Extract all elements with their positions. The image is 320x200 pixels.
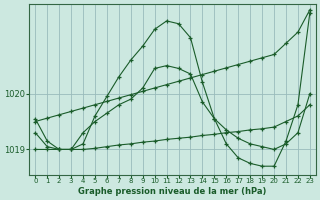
- X-axis label: Graphe pression niveau de la mer (hPa): Graphe pression niveau de la mer (hPa): [78, 187, 267, 196]
